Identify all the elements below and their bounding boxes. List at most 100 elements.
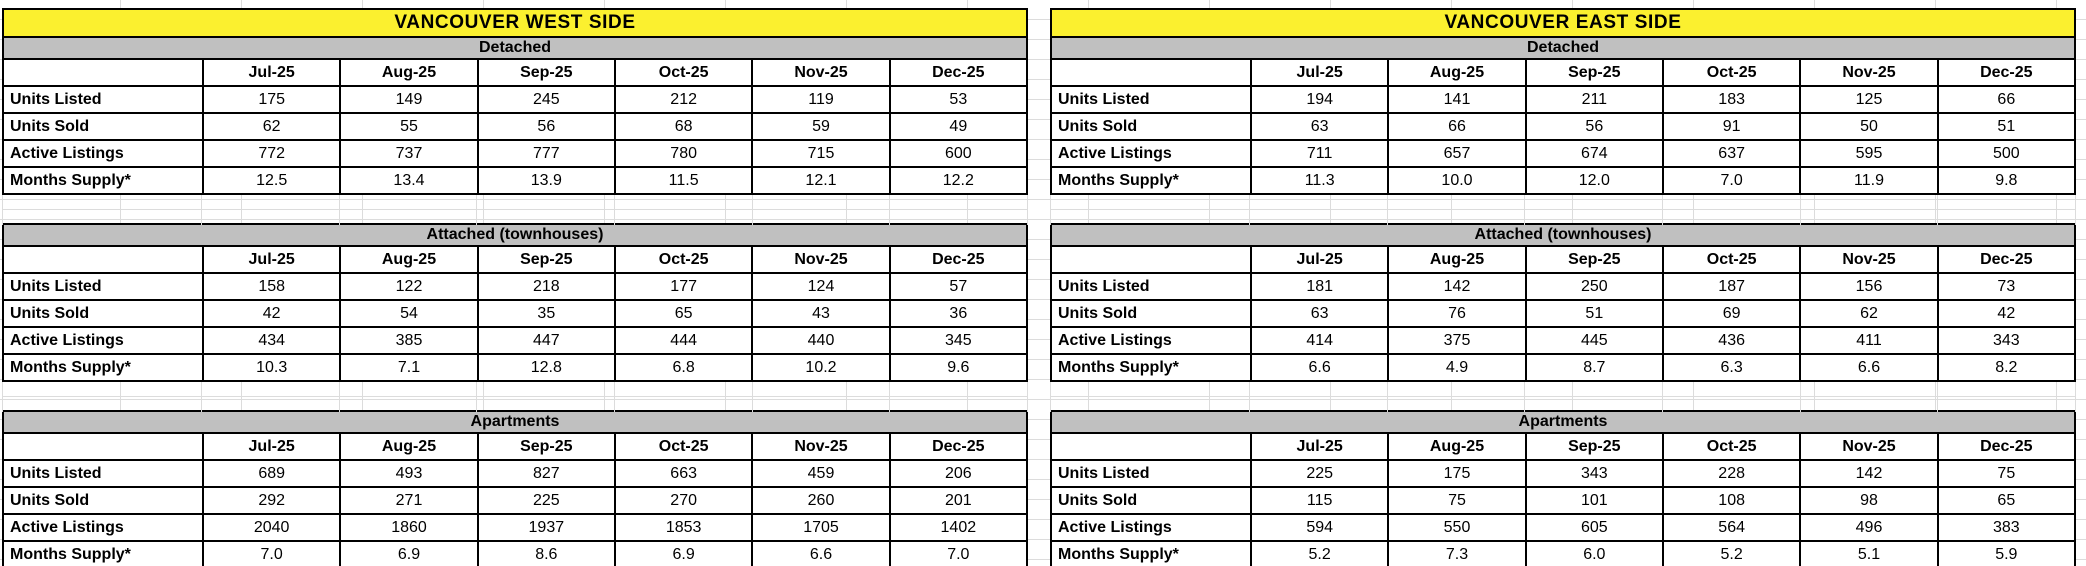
value-cell[interactable]: 777 [478, 141, 616, 168]
value-cell[interactable]: 345 [890, 328, 1028, 355]
value-cell[interactable]: 6.9 [615, 542, 754, 566]
value-cell[interactable]: 53 [890, 87, 1028, 114]
value-cell[interactable]: 62 [1801, 301, 1939, 328]
value-cell[interactable]: 66 [1938, 87, 2076, 114]
value-cell[interactable]: 343 [1526, 461, 1664, 488]
value-cell[interactable]: 8.2 [1938, 355, 2076, 382]
month-header-cell[interactable]: Dec-25 [1938, 434, 2076, 461]
value-cell[interactable]: 564 [1663, 515, 1802, 542]
value-cell[interactable]: 343 [1938, 328, 2076, 355]
value-cell[interactable]: 13.9 [478, 168, 616, 195]
value-cell[interactable]: 447 [478, 328, 616, 355]
value-cell[interactable]: 414 [1252, 328, 1390, 355]
value-cell[interactable]: 7.0 [890, 542, 1028, 566]
section-header[interactable]: Detached [2, 36, 1028, 60]
row-label-cell[interactable]: Months Supply* [1052, 542, 1252, 566]
value-cell[interactable]: 2040 [204, 515, 342, 542]
value-cell[interactable]: 187 [1663, 274, 1802, 301]
value-cell[interactable]: 6.9 [341, 542, 479, 566]
value-cell[interactable]: 440 [753, 328, 891, 355]
value-cell[interactable]: 1705 [753, 515, 891, 542]
row-label-cell[interactable]: Active Listings [4, 328, 204, 355]
row-label-cell[interactable]: Units Sold [1052, 114, 1252, 141]
value-cell[interactable]: 12.5 [204, 168, 342, 195]
value-cell[interactable]: 8.6 [478, 542, 616, 566]
board-title[interactable]: VANCOUVER EAST SIDE [1050, 8, 2076, 38]
value-cell[interactable]: 142 [1801, 461, 1939, 488]
month-header-cell[interactable]: Jul-25 [204, 247, 342, 274]
value-cell[interactable]: 250 [1526, 274, 1664, 301]
value-cell[interactable]: 73 [1938, 274, 2076, 301]
value-cell[interactable]: 12.1 [753, 168, 891, 195]
row-label-cell[interactable]: Units Sold [1052, 488, 1252, 515]
month-header-cell[interactable]: Dec-25 [1938, 60, 2076, 87]
month-header-cell[interactable]: Aug-25 [1389, 60, 1527, 87]
section-header[interactable]: Attached (townhouses) [1050, 223, 2076, 247]
value-cell[interactable]: 124 [753, 274, 891, 301]
value-cell[interactable]: 91 [1663, 114, 1802, 141]
value-cell[interactable]: 11.5 [615, 168, 754, 195]
value-cell[interactable]: 5.1 [1801, 542, 1939, 566]
month-header-cell[interactable]: Aug-25 [341, 60, 479, 87]
value-cell[interactable]: 68 [615, 114, 754, 141]
value-cell[interactable]: 12.2 [890, 168, 1028, 195]
value-cell[interactable]: 211 [1526, 87, 1664, 114]
row-label-cell[interactable]: Active Listings [1052, 515, 1252, 542]
value-cell[interactable]: 6.8 [615, 355, 754, 382]
month-header-cell[interactable]: Dec-25 [1938, 247, 2076, 274]
row-label-cell[interactable]: Units Listed [1052, 461, 1252, 488]
row-label-cell[interactable]: Active Listings [1052, 141, 1252, 168]
value-cell[interactable]: 12.8 [478, 355, 616, 382]
month-header-cell[interactable]: Jul-25 [1252, 434, 1390, 461]
value-cell[interactable]: 218 [478, 274, 616, 301]
value-cell[interactable]: 142 [1389, 274, 1527, 301]
value-cell[interactable]: 101 [1526, 488, 1664, 515]
value-cell[interactable]: 98 [1801, 488, 1939, 515]
value-cell[interactable]: 225 [478, 488, 616, 515]
row-label-cell[interactable]: Units Listed [4, 274, 204, 301]
value-cell[interactable]: 715 [753, 141, 891, 168]
value-cell[interactable]: 4.9 [1389, 355, 1527, 382]
month-header-cell[interactable]: Sep-25 [478, 247, 616, 274]
value-cell[interactable]: 595 [1801, 141, 1939, 168]
month-header-cell[interactable]: Aug-25 [1389, 434, 1527, 461]
value-cell[interactable]: 594 [1252, 515, 1390, 542]
value-cell[interactable]: 550 [1389, 515, 1527, 542]
value-cell[interactable]: 444 [615, 328, 754, 355]
value-cell[interactable]: 5.2 [1252, 542, 1390, 566]
month-header-cell[interactable]: Jul-25 [204, 434, 342, 461]
value-cell[interactable]: 6.6 [1801, 355, 1939, 382]
value-cell[interactable]: 65 [1938, 488, 2076, 515]
value-cell[interactable]: 689 [204, 461, 342, 488]
value-cell[interactable]: 260 [753, 488, 891, 515]
month-header-cell[interactable]: Jul-25 [1252, 247, 1390, 274]
value-cell[interactable]: 51 [1526, 301, 1664, 328]
value-cell[interactable]: 11.9 [1801, 168, 1939, 195]
value-cell[interactable]: 59 [753, 114, 891, 141]
row-label-cell[interactable]: Months Supply* [1052, 168, 1252, 195]
value-cell[interactable]: 69 [1663, 301, 1802, 328]
value-cell[interactable]: 201 [890, 488, 1028, 515]
month-header-cell[interactable]: Dec-25 [890, 247, 1028, 274]
month-header-cell[interactable]: Nov-25 [753, 434, 891, 461]
month-header-cell[interactable]: Sep-25 [478, 60, 616, 87]
value-cell[interactable]: 637 [1663, 141, 1802, 168]
value-cell[interactable]: 56 [1526, 114, 1664, 141]
row-label-cell[interactable]: Units Sold [4, 301, 204, 328]
value-cell[interactable]: 600 [890, 141, 1028, 168]
value-cell[interactable]: 674 [1526, 141, 1664, 168]
value-cell[interactable]: 436 [1663, 328, 1802, 355]
month-header-cell[interactable]: Oct-25 [1663, 60, 1802, 87]
value-cell[interactable]: 63 [1252, 301, 1390, 328]
section-header[interactable]: Apartments [2, 410, 1028, 434]
value-cell[interactable]: 385 [341, 328, 479, 355]
value-cell[interactable]: 271 [341, 488, 479, 515]
value-cell[interactable]: 1853 [615, 515, 754, 542]
value-cell[interactable]: 10.2 [753, 355, 891, 382]
section-header[interactable]: Attached (townhouses) [2, 223, 1028, 247]
value-cell[interactable]: 55 [341, 114, 479, 141]
value-cell[interactable]: 12.0 [1526, 168, 1664, 195]
row-label-cell[interactable]: Units Listed [1052, 87, 1252, 114]
month-header-cell[interactable]: Dec-25 [890, 60, 1028, 87]
value-cell[interactable]: 737 [341, 141, 479, 168]
